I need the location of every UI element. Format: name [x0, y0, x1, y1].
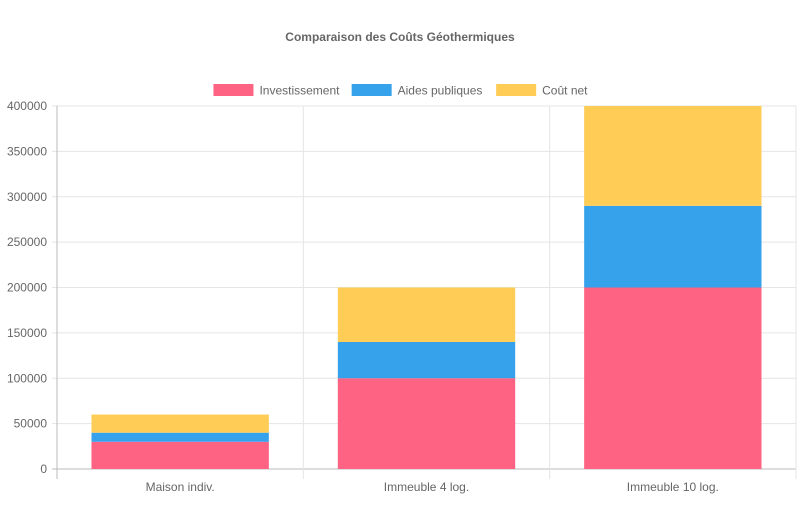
bar-aides-publiques [337, 341, 516, 379]
legend-swatch [213, 84, 254, 96]
y-tick-label: 300000 [7, 190, 47, 204]
axes: 0 50000 100000 150000 200000 250000 300000 3500… [7, 99, 719, 494]
y-tick-label: 200000 [7, 281, 47, 295]
bar-investissement [91, 441, 269, 469]
legend-swatch [351, 84, 392, 96]
bar-co-t-net [337, 287, 516, 342]
bar-investissement [584, 287, 762, 469]
x-tick-label: Immeuble 10 log. [627, 480, 719, 494]
bar-investissement [337, 378, 516, 469]
x-tick-label: Immeuble 4 log. [384, 480, 469, 494]
legend-label: Aides publiques [398, 84, 483, 98]
bar-aides-publiques [584, 205, 762, 288]
chart-title: Comparaison des Coûts Géothermiques [285, 30, 515, 44]
legend-label: Investissement [259, 84, 340, 98]
bars [91, 106, 762, 469]
y-tick-label: 0 [40, 462, 47, 476]
bar-co-t-net [91, 414, 269, 433]
bar-aides-publiques [91, 432, 269, 442]
x-tick-label: Maison indiv. [146, 480, 215, 494]
bar-co-t-net [584, 106, 762, 206]
y-tick-label: 400000 [7, 99, 47, 113]
y-tick-label: 250000 [7, 235, 47, 249]
legend-label: Coût net [542, 84, 588, 98]
legend: Investissement Aides publiques Coût net [213, 84, 588, 98]
legend-swatch [496, 84, 537, 96]
y-tick-label: 50000 [14, 417, 48, 431]
y-tick-label: 100000 [7, 371, 47, 385]
y-tick-label: 150000 [7, 326, 47, 340]
y-tick-label: 350000 [7, 144, 47, 158]
